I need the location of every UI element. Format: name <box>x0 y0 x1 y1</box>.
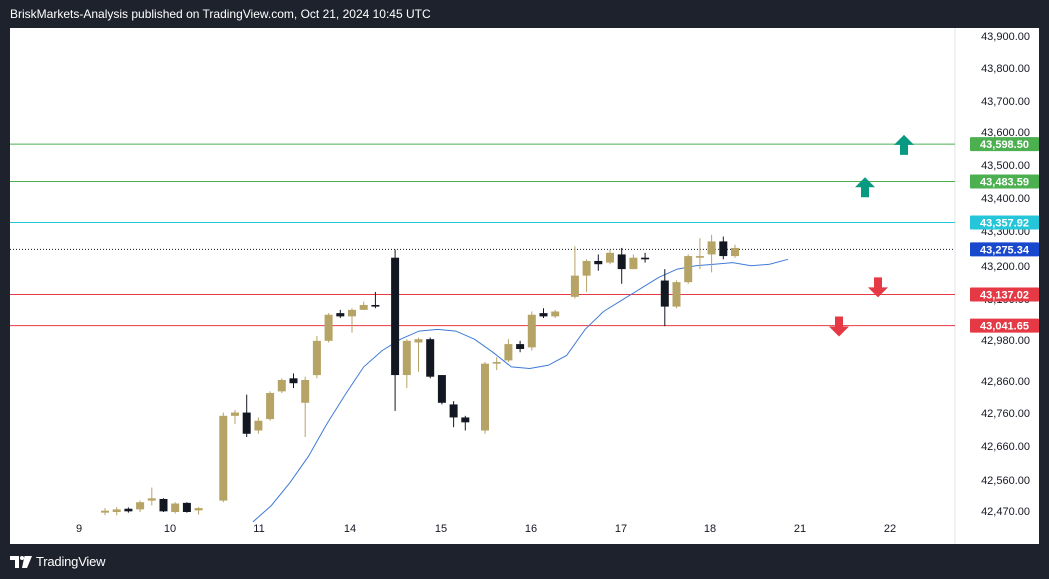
pivot-level-label: 43,357.92 <box>980 218 1029 230</box>
candle-body[interactable] <box>414 339 423 343</box>
candle-body[interactable] <box>731 247 739 257</box>
support-level-label: 43,041.65 <box>980 321 1029 333</box>
publish-attribution: BriskMarkets-Analysis published on Tradi… <box>10 7 431 21</box>
x-tick-label: 16 <box>525 523 537 535</box>
candle-body[interactable] <box>147 498 156 501</box>
candle-body[interactable] <box>124 508 133 512</box>
candlestick-chart[interactable]: 43,900.0043,800.0043,700.0043,600.0043,5… <box>10 28 1039 544</box>
y-tick-label: 42,860.00 <box>981 376 1030 388</box>
y-tick-label: 43,200.00 <box>981 261 1030 273</box>
candle-body[interactable] <box>426 339 435 377</box>
y-tick-label: 43,500.00 <box>981 160 1030 172</box>
candle-body[interactable] <box>570 275 579 297</box>
candle-body[interactable] <box>336 313 345 317</box>
tradingview-logo-icon <box>10 555 32 568</box>
candle-body[interactable] <box>301 379 310 403</box>
candle-body[interactable] <box>684 256 693 283</box>
candle-body[interactable] <box>437 375 446 403</box>
candle-body[interactable] <box>695 256 704 258</box>
resistance-level-tag <box>970 174 1039 189</box>
x-tick-label: 18 <box>704 523 716 535</box>
candle-body[interactable] <box>277 379 286 392</box>
tradingview-wordmark: TradingView <box>36 554 106 569</box>
candle-body[interactable] <box>594 260 603 265</box>
candle-body[interactable] <box>371 304 380 307</box>
candle-body[interactable] <box>527 314 536 348</box>
candle-body[interactable] <box>402 340 411 376</box>
y-tick-label: 43,900.00 <box>981 31 1030 43</box>
candle-body[interactable] <box>641 257 650 260</box>
candle-body[interactable] <box>449 404 458 418</box>
candle-body[interactable] <box>719 241 728 257</box>
y-tick-label: 42,760.00 <box>981 408 1030 420</box>
resistance-level-label: 43,598.50 <box>980 139 1029 151</box>
candle-body[interactable] <box>231 412 239 416</box>
candle-body[interactable] <box>504 344 513 361</box>
candle-body[interactable] <box>194 508 203 511</box>
moving-average-line <box>252 258 789 523</box>
x-tick-label: 15 <box>435 523 447 535</box>
candle-body[interactable] <box>660 280 669 307</box>
candle-body[interactable] <box>242 412 251 434</box>
y-tick-label: 43,400.00 <box>981 193 1030 205</box>
candle-body[interactable] <box>289 378 298 384</box>
x-tick-label: 10 <box>164 523 176 535</box>
candle-body[interactable] <box>481 363 489 431</box>
support-level-tag <box>970 318 1039 333</box>
candle-body[interactable] <box>266 393 275 420</box>
resistance-level-label: 43,483.59 <box>980 177 1029 189</box>
x-tick-label: 17 <box>615 523 627 535</box>
resistance-level-tag <box>970 137 1039 152</box>
footer-bar: TradingView <box>0 544 1049 579</box>
current-level-tag <box>970 242 1039 257</box>
current-level-label: 43,275.34 <box>980 244 1030 256</box>
candle-body[interactable] <box>707 241 716 255</box>
support-level-tag <box>970 287 1039 302</box>
candle-body[interactable] <box>159 498 168 512</box>
candle-body[interactable] <box>606 252 614 263</box>
candle-body[interactable] <box>219 415 228 501</box>
y-tick-label: 42,560.00 <box>981 475 1030 487</box>
candle-body[interactable] <box>136 502 145 510</box>
candle-body[interactable] <box>101 510 109 513</box>
candle-body[interactable] <box>516 344 525 349</box>
candle-body[interactable] <box>551 311 560 317</box>
up-arrow-icon <box>894 134 914 155</box>
y-tick-label: 43,700.00 <box>981 96 1030 108</box>
pivot-level-tag <box>970 215 1039 230</box>
candle-body[interactable] <box>539 313 548 317</box>
tradingview-brand-link[interactable]: TradingView <box>10 554 106 569</box>
y-tick-label: 43,800.00 <box>981 63 1030 75</box>
support-level-label: 43,137.02 <box>980 290 1029 302</box>
y-tick-label: 42,660.00 <box>981 441 1030 453</box>
candle-body[interactable] <box>359 304 368 310</box>
candle-body[interactable] <box>391 257 400 376</box>
candle-body[interactable] <box>492 362 501 364</box>
y-tick-label: 43,600.00 <box>981 127 1030 139</box>
candle-body[interactable] <box>254 420 263 431</box>
down-arrow-icon <box>829 316 849 337</box>
candle-body[interactable] <box>348 309 356 317</box>
x-tick-label: 11 <box>253 523 264 535</box>
candle-body[interactable] <box>171 503 180 512</box>
up-arrow-icon <box>855 177 875 198</box>
y-tick-label: 42,980.00 <box>981 335 1030 347</box>
candle-body[interactable] <box>112 509 121 512</box>
x-tick-label: 9 <box>76 523 82 535</box>
candle-body[interactable] <box>324 314 333 341</box>
candle-body[interactable] <box>461 417 470 423</box>
candle-body[interactable] <box>672 282 681 307</box>
header-bar: BriskMarkets-Analysis published on Tradi… <box>0 0 1049 28</box>
candle-body[interactable] <box>312 340 321 376</box>
y-tick-label: 42,470.00 <box>981 506 1030 518</box>
candle-body[interactable] <box>629 257 638 270</box>
down-arrow-icon <box>868 277 888 298</box>
x-tick-label: 22 <box>884 523 896 535</box>
x-tick-label: 21 <box>794 523 806 535</box>
candle-body[interactable] <box>617 254 626 270</box>
candle-body[interactable] <box>182 502 191 512</box>
chart-panel[interactable]: 43,900.00 43,800.00 43,700.00 43,600.00 43,5… <box>10 28 1039 544</box>
x-tick-label: 14 <box>344 523 356 535</box>
candle-body[interactable] <box>582 260 591 276</box>
